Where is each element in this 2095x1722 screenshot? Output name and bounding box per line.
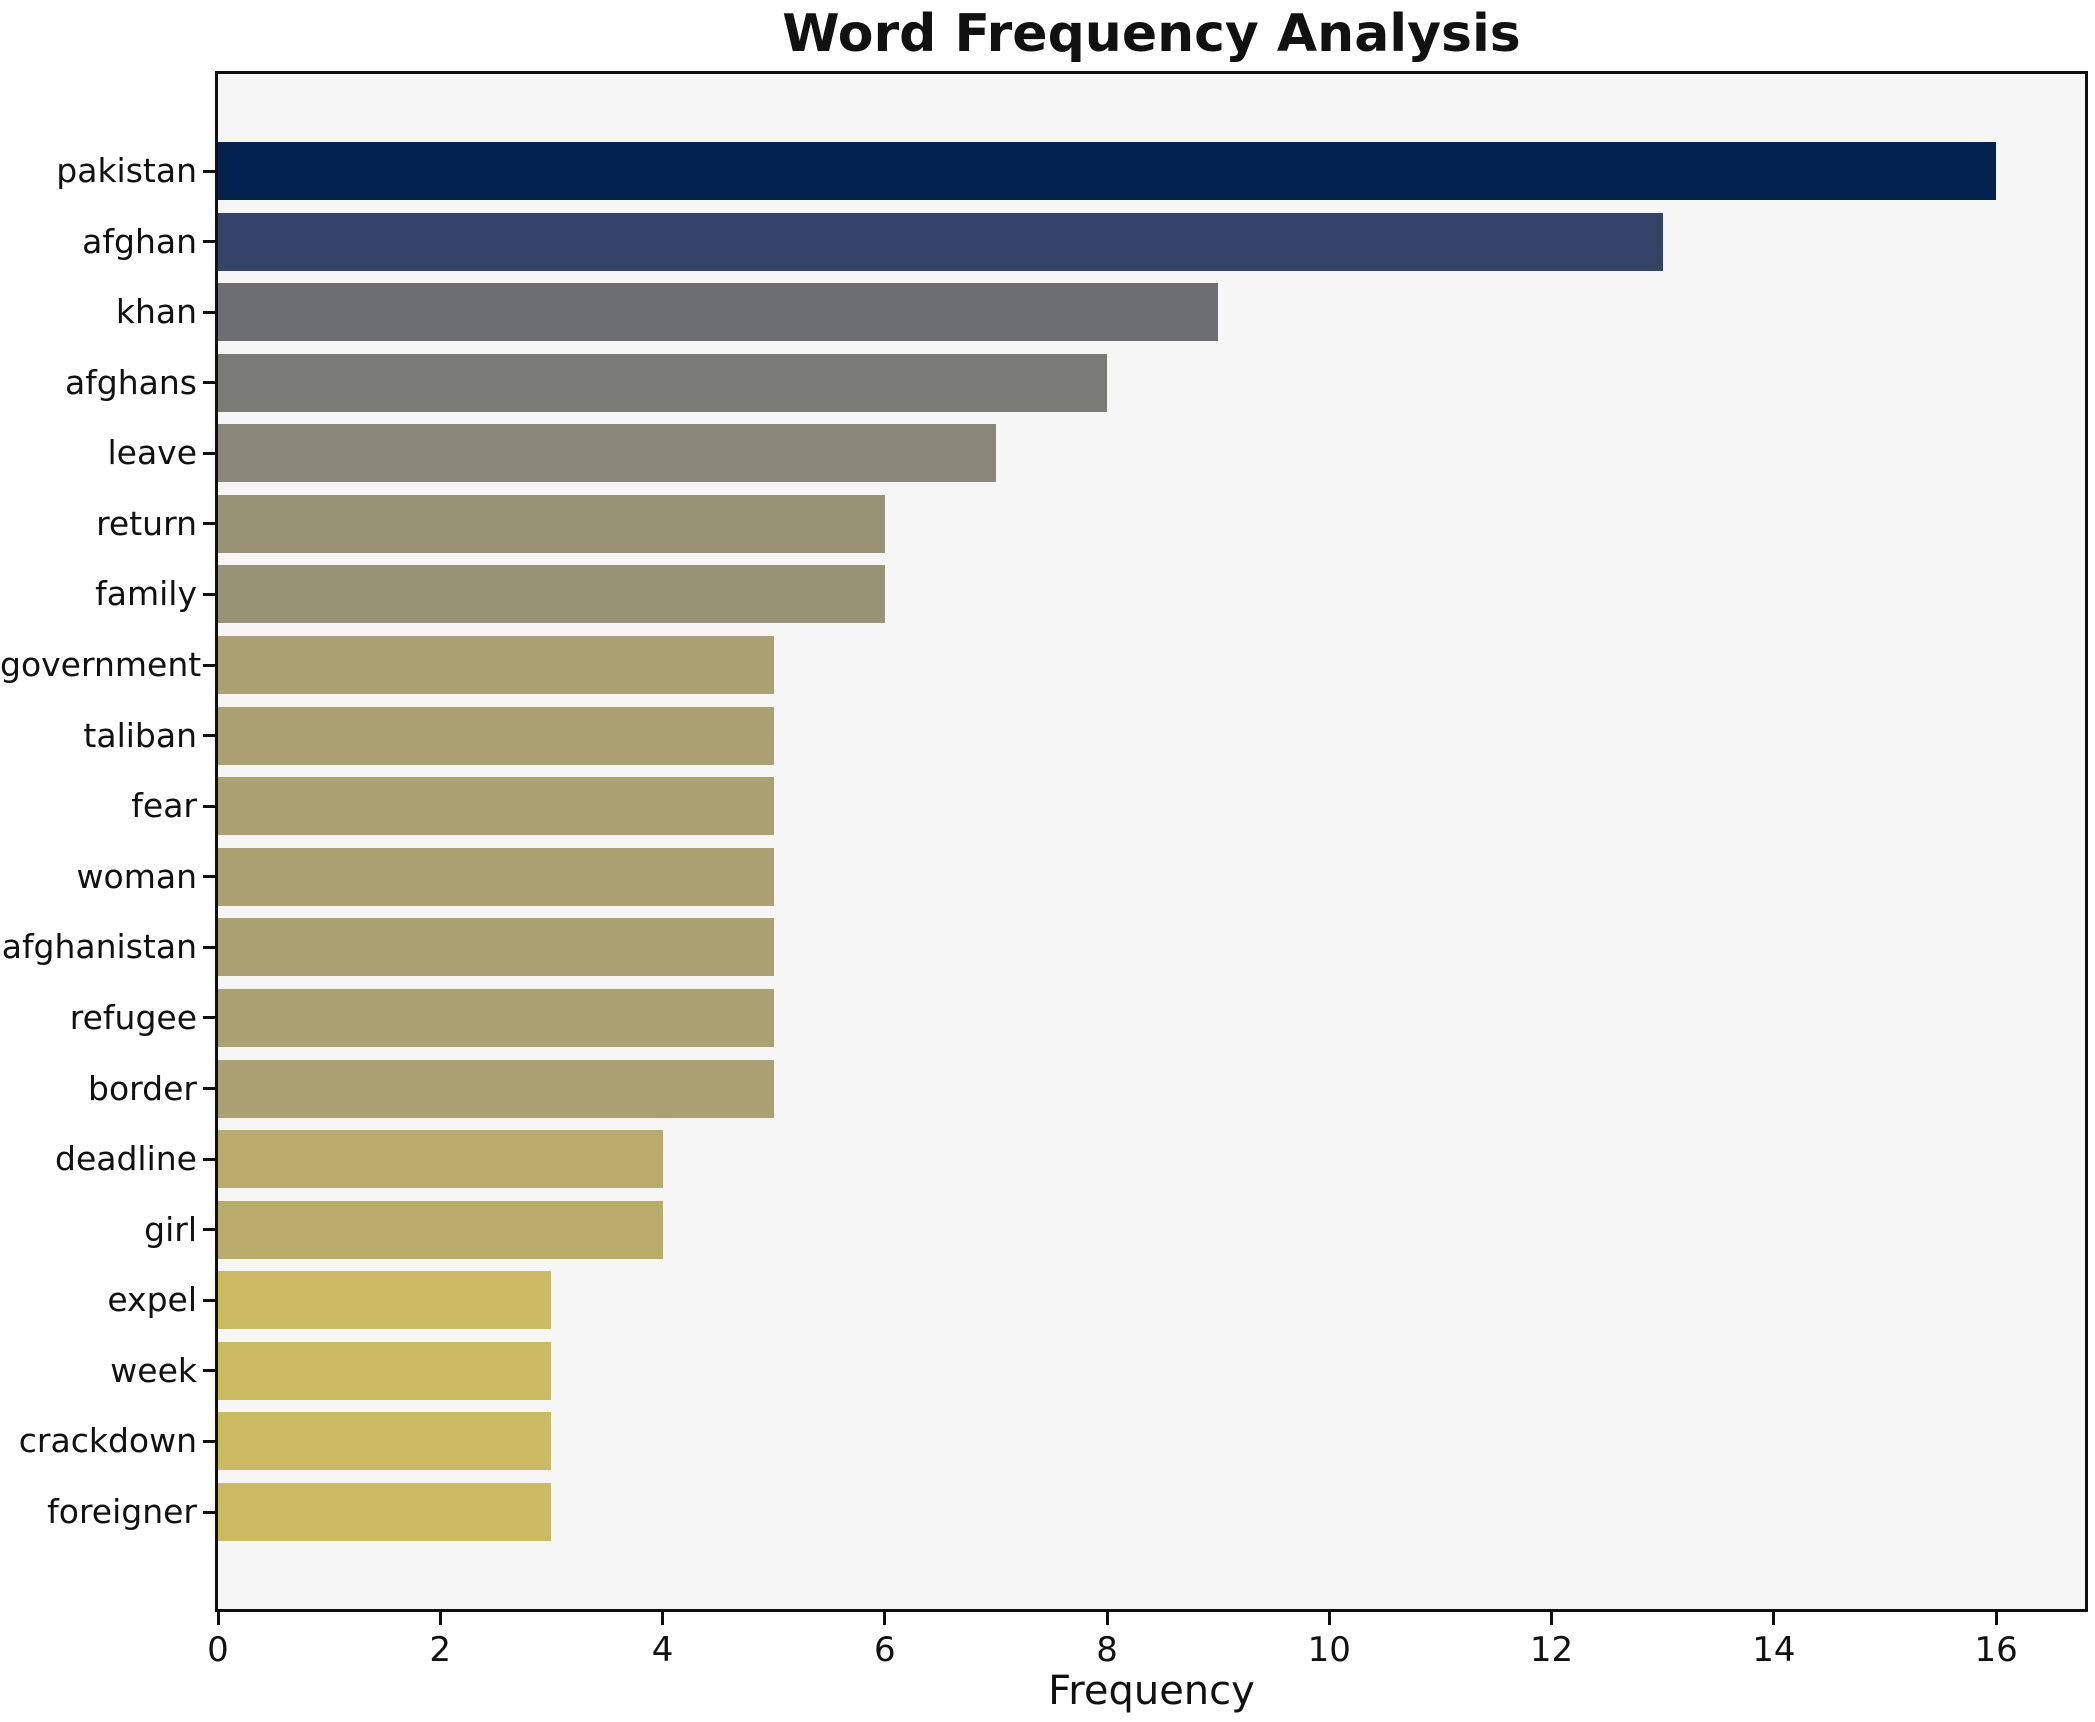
x-tick-mark [438,1612,442,1625]
bar-woman [218,847,774,906]
x-tick-mark [216,1612,220,1625]
x-tick-label-8: 8 [1096,1630,1118,1670]
y-tick-mark [203,451,215,455]
bar-leave [218,424,996,483]
x-tick-mark [1772,1612,1776,1625]
bar-deadline [218,1130,663,1189]
bar-khan [218,283,1219,342]
y-tick-mark [203,381,215,385]
x-tick-label-14: 14 [1752,1630,1796,1670]
bar-foreigner [218,1483,552,1542]
bar-pakistan [218,142,1997,200]
y-tick-mark [203,734,215,738]
y-tick-mark [203,1369,215,1373]
bar-fear [218,777,774,836]
bar-taliban [218,706,774,765]
bar-border [218,1059,774,1118]
y-tick-label-crackdown: crackdown [18,1421,197,1461]
y-tick-mark [203,240,215,244]
plot-area [215,71,2088,1612]
x-tick-label-2: 2 [429,1630,452,1670]
bar-crackdown [218,1412,552,1471]
y-tick-label-afghans: afghans [64,362,197,402]
y-tick-label-woman: woman [76,856,197,896]
x-tick-label-0: 0 [207,1630,229,1670]
x-tick-mark [1327,1612,1331,1625]
y-tick-label-afghan: afghan [82,221,197,261]
y-tick-mark [203,1298,215,1302]
chart-title: Word Frequency Analysis [782,4,1521,64]
bar-afghans [218,353,1108,412]
y-tick-label-pakistan: pakistan [56,151,197,190]
x-tick-mark [661,1612,665,1625]
x-tick-label-6: 6 [873,1630,896,1670]
y-tick-mark [203,875,215,879]
y-tick-mark [203,1157,215,1161]
y-tick-mark [203,1439,215,1443]
y-tick-mark [203,522,215,526]
y-tick-label-expel: expel [107,1280,197,1320]
y-tick-label-girl: girl [144,1209,197,1249]
y-tick-label-foreigner: foreigner [47,1492,197,1532]
bar-afghan [218,212,1663,271]
bar-week [218,1341,552,1400]
y-tick-label-family: family [95,574,197,614]
bar-afghanistan [218,918,774,977]
y-tick-mark [203,592,215,596]
y-tick-label-afghanistan: afghanistan [1,927,197,967]
x-tick-mark [1550,1612,1554,1625]
y-tick-mark [203,663,215,667]
bar-family [218,565,885,624]
y-tick-mark [203,169,215,173]
bar-government [218,636,774,695]
bar-refugee [218,988,774,1047]
y-tick-mark [203,310,215,314]
y-tick-label-khan: khan [115,292,197,332]
y-tick-label-return: return [96,503,197,543]
y-tick-label-refugee: refugee [69,997,197,1037]
x-tick-label-12: 12 [1529,1630,1574,1670]
y-tick-mark [203,1087,215,1091]
y-tick-mark [203,1510,215,1514]
x-tick-mark [1105,1612,1109,1625]
bar-expel [218,1271,552,1330]
x-axis-label: Frequency [1048,1668,1255,1714]
y-tick-mark [203,804,215,808]
y-tick-label-border: border [88,1068,197,1108]
y-tick-mark [203,945,215,949]
x-tick-mark [883,1612,887,1625]
y-tick-mark [203,1228,215,1232]
y-tick-mark [203,1016,215,1020]
y-tick-label-taliban: taliban [83,715,197,755]
x-tick-label-16: 16 [1974,1630,2018,1670]
bar-girl [218,1200,663,1259]
y-tick-label-leave: leave [107,433,197,473]
y-tick-label-government: government [0,645,202,685]
x-tick-label-4: 4 [651,1630,674,1670]
bar-return [218,494,885,553]
y-tick-label-week: week [110,1350,197,1390]
y-tick-label-deadline: deadline [55,1139,197,1179]
x-tick-label-10: 10 [1307,1630,1351,1670]
x-tick-mark [1994,1612,1998,1625]
y-tick-label-fear: fear [131,786,197,826]
